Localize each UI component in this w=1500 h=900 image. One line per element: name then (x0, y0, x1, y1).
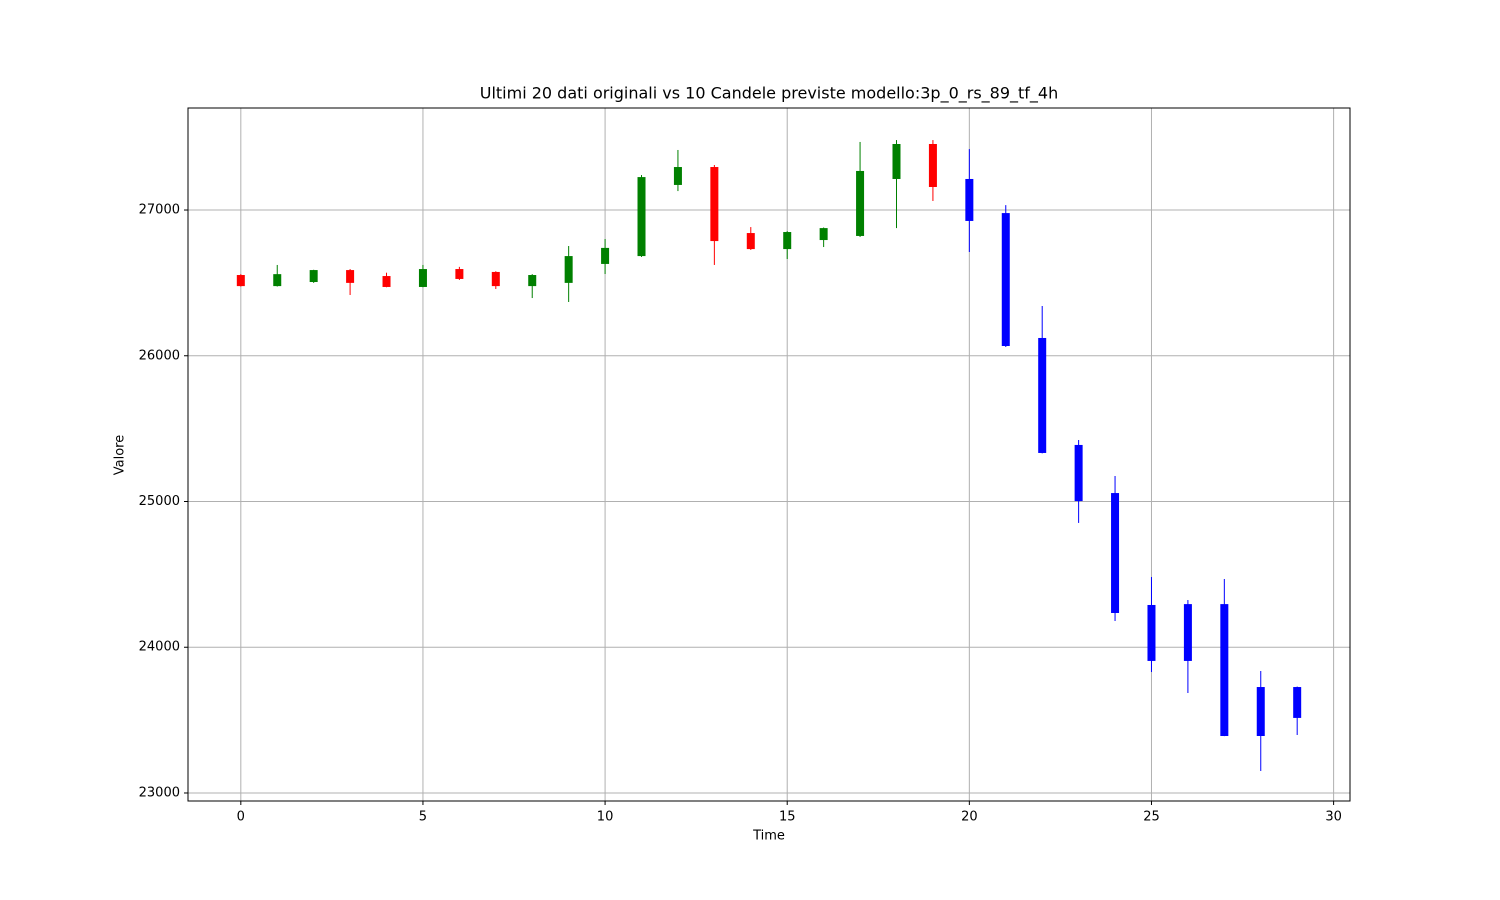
candle-body (819, 228, 828, 241)
plot-frame (187, 107, 1351, 802)
candle-body (856, 170, 865, 236)
candle-body (637, 177, 646, 257)
x-tick-label: 30 (1325, 810, 1342, 825)
candle-body (273, 274, 282, 287)
candle-body (673, 167, 682, 185)
x-tick-label: 10 (597, 810, 614, 825)
candle-body (783, 232, 792, 250)
candle-body (928, 143, 937, 187)
candle-body (455, 269, 464, 279)
candle-body (746, 233, 755, 250)
candle-body (1001, 213, 1010, 346)
x-tick-label: 20 (961, 810, 978, 825)
y-tick-label: 27000 (139, 203, 180, 218)
y-tick-label: 24000 (139, 640, 180, 655)
candle-body (1074, 444, 1083, 502)
candle-body (236, 275, 245, 287)
y-axis-label: Valore (113, 435, 128, 475)
candle-body (309, 270, 318, 283)
candle-body (418, 269, 427, 287)
candle-body (1220, 604, 1229, 736)
candle-body (1111, 493, 1120, 613)
candle-body (1183, 604, 1192, 661)
candle-body (1147, 604, 1156, 661)
candle-body (564, 256, 573, 283)
candle-body (346, 270, 355, 283)
candle-body (601, 247, 610, 264)
candle-body (528, 275, 537, 287)
x-tick-label: 0 (237, 810, 245, 825)
candle-body (1038, 337, 1047, 453)
y-tick-label: 26000 (139, 348, 180, 363)
chart-title: Ultimi 20 dati originali vs 10 Candele p… (480, 84, 1059, 104)
candle-body (382, 276, 391, 287)
candle-body (965, 178, 974, 221)
x-tick-label: 25 (1143, 810, 1160, 825)
candle-body (1256, 687, 1265, 736)
candle-body (491, 271, 500, 287)
candle-body (710, 167, 719, 242)
x-tick-label: 5 (419, 810, 427, 825)
candle-body (892, 143, 901, 179)
y-tick-label: 25000 (139, 494, 180, 509)
candle-body (1293, 687, 1302, 718)
y-tick-label: 23000 (139, 785, 180, 800)
x-axis-label: Time (752, 829, 785, 844)
x-tick-label: 15 (779, 810, 796, 825)
